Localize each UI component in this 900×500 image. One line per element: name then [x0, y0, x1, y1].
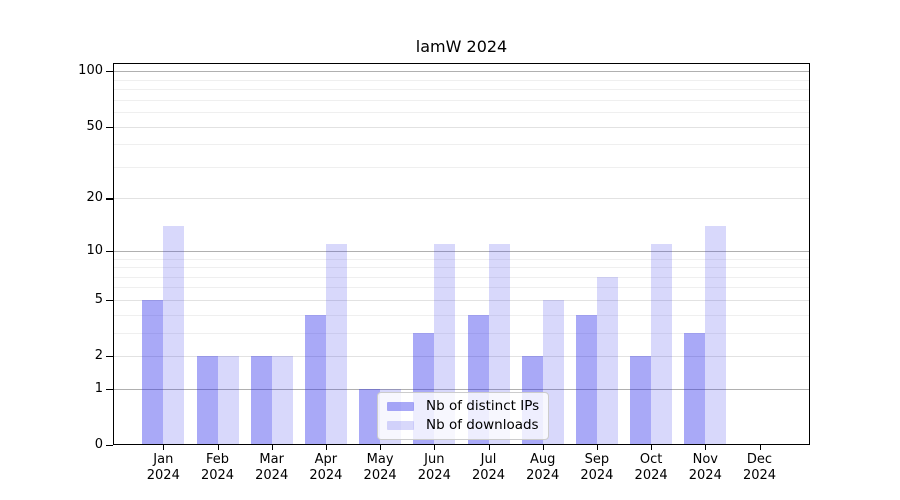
x-tick-label-apr: Apr 2024 [309, 452, 343, 483]
gridline-50 [113, 126, 810, 128]
y-tick-label-50: 50 [86, 118, 103, 134]
y-tick-label-2: 2 [94, 348, 103, 363]
legend-item-downloads: Nb of downloads [387, 418, 539, 433]
gridline-20 [113, 198, 810, 200]
gridline-minor-4 [113, 314, 810, 316]
bar-ips-nov [684, 332, 706, 445]
bar-downloads-mar [271, 356, 293, 445]
bar-ips-jan [142, 299, 164, 445]
x-tick-sep [596, 445, 599, 450]
x-tick-label-jan: Jan 2024 [146, 452, 180, 483]
x-tick-label-may: May 2024 [363, 452, 397, 483]
y-tick-1 [106, 388, 113, 391]
legend-item-distinct-ips: Nb of distinct IPs [387, 399, 539, 414]
bar-downloads-jan [163, 225, 185, 445]
legend: Nb of distinct IPs Nb of downloads [377, 392, 550, 440]
gridline-minor-40 [113, 144, 810, 146]
legend-swatch-downloads [387, 421, 414, 430]
y-tick-label-5: 5 [94, 291, 103, 307]
gridline-1 [113, 388, 810, 390]
x-tick-label-nov: Nov 2024 [688, 452, 722, 483]
gridline-minor-6 [113, 287, 810, 289]
x-tick-jan [163, 445, 165, 450]
gridline-minor-60 [113, 112, 810, 113]
legend-swatch-distinct_ips [387, 402, 414, 411]
x-tick-label-jun: Jun 2024 [417, 452, 451, 483]
gridline-minor-80 [113, 89, 810, 90]
bar-downloads-feb [217, 356, 239, 445]
x-tick-apr [325, 445, 328, 450]
gridline-minor-3 [113, 332, 810, 334]
gridline-minor-8 [113, 267, 810, 268]
bar-downloads-oct [651, 243, 673, 445]
legend-label-distinct_ips: Nb of distinct IPs [426, 398, 540, 414]
y-tick-20 [106, 198, 113, 200]
y-tick-50 [106, 126, 113, 128]
x-tick-label-oct: Oct 2024 [634, 452, 668, 483]
x-tick-jul [488, 445, 490, 450]
x-tick-feb [217, 445, 219, 450]
y-tick-label-10: 10 [86, 242, 103, 258]
bar-downloads-nov [705, 225, 727, 445]
x-tick-mar [271, 445, 273, 450]
y-tick-5 [106, 299, 113, 302]
y-tick-10 [106, 250, 113, 252]
plot-area [113, 63, 810, 445]
x-tick-label-jul: Jul 2024 [471, 452, 506, 483]
x-tick-nov [705, 445, 707, 450]
x-tick-label-sep: Sep 2024 [580, 452, 614, 483]
x-tick-label-mar: Mar 2024 [255, 452, 289, 483]
bar-ips-mar [250, 356, 272, 445]
bar-ips-apr [304, 314, 326, 445]
x-tick-jun [434, 445, 436, 450]
chart-title: lamW 2024 [415, 37, 508, 56]
gridline-minor-9 [113, 258, 810, 260]
y-tick-label-1: 1 [94, 380, 103, 396]
bar-ips-feb [196, 356, 218, 445]
gridline-10 [113, 250, 810, 252]
x-tick-dec [759, 445, 761, 450]
x-tick-label-aug: Aug 2024 [526, 452, 560, 483]
y-tick-100 [106, 71, 113, 73]
gridline-minor-90 [113, 79, 810, 81]
bar-ips-oct [630, 356, 652, 445]
y-tick-label-100: 100 [78, 63, 103, 79]
y-tick-label-20: 20 [86, 190, 103, 206]
bar-ips-may [359, 388, 381, 445]
x-tick-label-feb: Feb 2024 [200, 452, 235, 483]
gridline-100 [113, 71, 810, 73]
bar-downloads-apr [325, 243, 347, 445]
y-tick-2 [106, 356, 113, 358]
gridline-2 [113, 356, 810, 357]
bar-downloads-sep [596, 276, 618, 445]
x-tick-may [380, 445, 382, 450]
x-tick-oct [651, 445, 653, 450]
x-tick-label-dec: Dec 2024 [742, 452, 777, 483]
legend-label-downloads: Nb of downloads [426, 417, 539, 433]
y-tick-label-0: 0 [94, 437, 103, 452]
y-tick-0 [106, 445, 113, 447]
gridline-minor-30 [113, 166, 810, 168]
x-tick-aug [542, 445, 544, 450]
gridline-5 [113, 299, 810, 301]
bar-ips-sep [575, 314, 597, 445]
gridline-minor-70 [113, 99, 810, 101]
gridline-minor-7 [113, 276, 810, 278]
